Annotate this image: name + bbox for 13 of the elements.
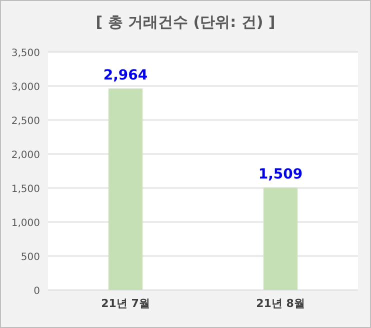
data-label: 2,964 — [103, 67, 148, 84]
y-tick-label: 0 — [34, 286, 40, 297]
chart-title: [ 총 거래건수 (단위: 건) ] — [96, 13, 276, 31]
data-label: 1,509 — [258, 166, 303, 182]
y-tick-label: 3,500 — [11, 48, 40, 59]
y-tick-label: 1,500 — [11, 184, 40, 195]
y-tick-label: 500 — [20, 252, 40, 263]
y-tick-label: 3,000 — [11, 82, 40, 93]
y-tick-label: 2,000 — [11, 150, 40, 161]
x-tick-label: 21년 7월 — [101, 297, 150, 310]
y-tick-label: 2,500 — [11, 116, 40, 127]
x-tick-label: 21년 8월 — [256, 297, 305, 310]
y-tick-label: 1,000 — [11, 218, 40, 229]
